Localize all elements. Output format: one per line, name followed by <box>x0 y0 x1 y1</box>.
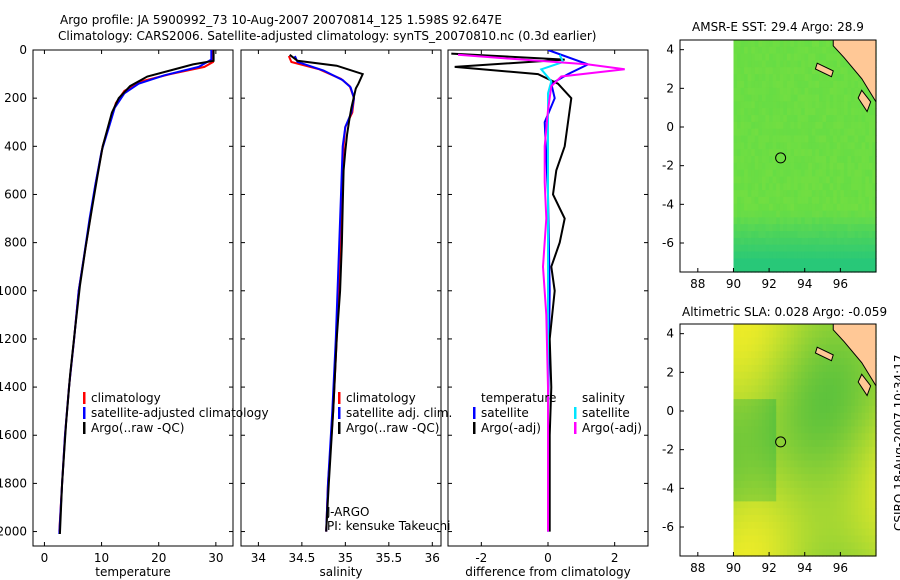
diff-temperature-legend-swatch <box>473 422 476 434</box>
depth-tick-label: 2000 <box>0 525 27 539</box>
sla_map-frame <box>679 323 877 557</box>
sla_map-xtick-label: 92 <box>761 561 776 575</box>
depth-tick-label: 1800 <box>0 476 27 490</box>
salinity-xtick-label: 36 <box>425 551 440 565</box>
salinity-xtick-label: 35.5 <box>375 551 402 565</box>
temperature-xtick-label: 10 <box>94 551 109 565</box>
salinity-series-line <box>287 55 356 532</box>
diff-salinity-legend-swatch <box>574 407 577 419</box>
diff-temperature-legend-entry: satellite <box>481 406 529 420</box>
sla_map-xtick-label: 90 <box>726 561 741 575</box>
sla_map-ytick-label: 0 <box>666 404 674 418</box>
temperature-series-line <box>58 50 215 535</box>
sst_map-island <box>814 62 834 78</box>
temperature-legend-entry: satellite-adjusted climatology <box>91 406 269 420</box>
salinity-xtick-label: 34.5 <box>289 551 316 565</box>
diff-salinity-legend-entry: Argo(-adj) <box>582 421 642 435</box>
temperature-series-line <box>58 50 213 535</box>
salinity-legend-swatch <box>338 392 341 404</box>
temperature-xtick-label: 30 <box>208 551 223 565</box>
difference-series-line <box>451 52 573 532</box>
temperature-legend-swatch <box>83 392 86 404</box>
plot-title-line2: Climatology: CARS2006. Satellite-adjuste… <box>58 29 597 43</box>
sst_map-island <box>857 89 872 113</box>
diff-legend-title-salinity: salinity <box>582 391 625 405</box>
sst_map-xtick-label: 90 <box>726 277 741 291</box>
difference-xtick-label: 0 <box>544 551 552 565</box>
sla_map-ytick-label: -6 <box>662 520 674 534</box>
temperature-xtick-label: 0 <box>41 551 49 565</box>
diff-legend-title-temperature: temperature <box>481 391 556 405</box>
sst_map-argo-marker <box>775 152 787 164</box>
salinity-frame <box>240 49 442 547</box>
salinity-legend-swatch <box>338 407 341 419</box>
depth-tick-label: 1000 <box>0 284 27 298</box>
sla_map-xtick-label: 94 <box>797 561 812 575</box>
sla_map-island <box>857 373 872 397</box>
sla_map-ytick-label: -2 <box>662 443 674 457</box>
depth-tick-label: 600 <box>4 187 27 201</box>
sla_map-ytick-label: 2 <box>666 365 674 379</box>
temperature-xlabel: temperature <box>95 565 170 579</box>
sla_map-ytick-label: 4 <box>666 327 674 341</box>
sst_map-field <box>733 40 877 273</box>
depth-tick-label: 0 <box>19 43 27 57</box>
depth-tick-label: 1400 <box>0 380 27 394</box>
temperature-series-line <box>58 50 214 532</box>
salinity-legend-entry: satellite adj. clim. <box>346 406 452 420</box>
difference-xtick-label: 2 <box>611 551 619 565</box>
salinity-xtick-label: 35 <box>338 551 353 565</box>
sst_map-ytick-label: 4 <box>666 43 674 57</box>
difference-series-line <box>543 50 591 532</box>
sst_map-xtick-label: 94 <box>797 277 812 291</box>
temperature-legend-swatch <box>83 422 86 434</box>
sla_map-island <box>814 346 834 362</box>
sst_map-ytick-label: -4 <box>662 197 674 211</box>
sla_map-xtick-label: 96 <box>833 561 848 575</box>
salinity-xtick-label: 34 <box>251 551 266 565</box>
sst_map-ytick-label: -2 <box>662 159 674 173</box>
plot-title-line1: Argo profile: JA 5900992_73 10-Aug-2007 … <box>60 13 502 27</box>
depth-tick-label: 400 <box>4 139 27 153</box>
sla_map-xtick-label: 88 <box>690 561 705 575</box>
sst-map-title: AMSR-E SST: 29.4 Argo: 28.9 <box>692 20 864 34</box>
salinity-legend-swatch <box>338 422 341 434</box>
sst_map-xtick-label: 88 <box>690 277 705 291</box>
sst_map-ytick-label: 2 <box>666 81 674 95</box>
depth-tick-label: 1200 <box>0 332 27 346</box>
sst_map-xtick-label: 92 <box>761 277 776 291</box>
diff-salinity-legend-entry: satellite <box>582 406 630 420</box>
temperature-legend-swatch <box>83 407 86 419</box>
sst_map-frame <box>679 39 877 273</box>
temperature-xtick-label: 20 <box>151 551 166 565</box>
depth-tick-label: 1600 <box>0 428 27 442</box>
j-argo-annotation: J-ARGO <box>326 505 369 519</box>
sla-map-title: Altimetric SLA: 0.028 Argo: -0.059 <box>682 305 888 319</box>
temperature-legend-entry: climatology <box>91 391 161 405</box>
difference-series-line <box>457 53 625 532</box>
depth-tick-label: 800 <box>4 236 27 250</box>
sst_map-ytick-label: -6 <box>662 236 674 250</box>
salinity-series-line <box>293 55 356 532</box>
salinity-series-line <box>289 54 365 532</box>
difference-xlabel: difference from climatology <box>465 565 631 579</box>
salinity-legend-entry: Argo(..raw -QC) <box>346 421 439 435</box>
sst_map-xtick-label: 96 <box>833 277 848 291</box>
depth-tick-label: 200 <box>4 91 27 105</box>
diff-temperature-legend-swatch <box>473 407 476 419</box>
difference-xtick-label: -2 <box>475 551 487 565</box>
diff-salinity-legend-swatch <box>574 422 577 434</box>
temperature-legend-entry: Argo(..raw -QC) <box>91 421 184 435</box>
sla_map-ytick-label: -4 <box>662 481 674 495</box>
diff-temperature-legend-entry: Argo(-adj) <box>481 421 541 435</box>
temperature-frame <box>32 49 234 547</box>
sla_map-field <box>733 324 877 557</box>
sla_map-argo-marker <box>775 436 787 448</box>
sst_map-ytick-label: 0 <box>666 120 674 134</box>
salinity-legend-entry: climatology <box>346 391 416 405</box>
salinity-xlabel: salinity <box>319 565 362 579</box>
pi-annotation: PI: kensuke Takeuchi <box>327 519 450 533</box>
